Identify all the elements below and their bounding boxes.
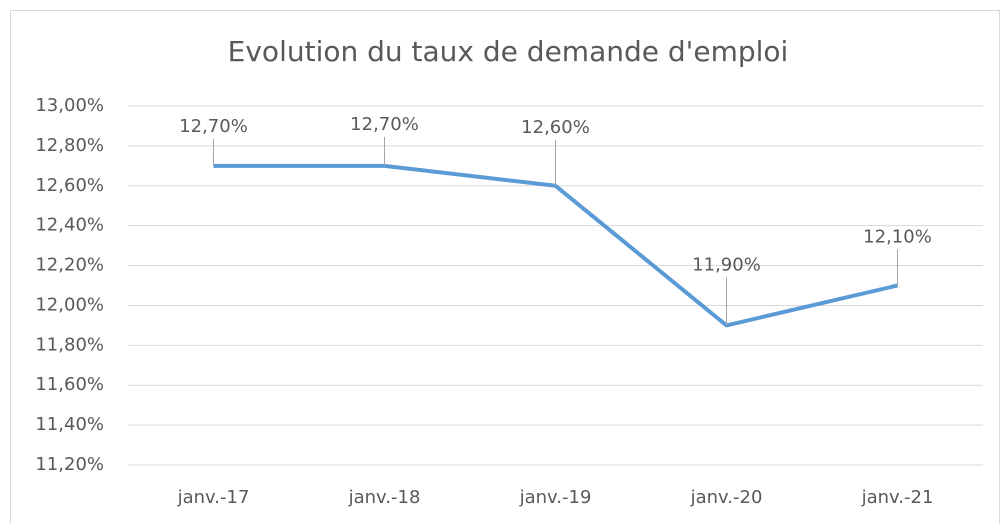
data-label: 12,10% [863,227,932,248]
y-tick-label: 11,40% [35,414,104,435]
data-label: 12,70% [350,114,419,135]
x-tick-label: janv.-21 [861,487,934,508]
x-tick-label: janv.-17 [177,487,250,508]
data-label: 12,60% [521,117,590,138]
y-tick-label: 11,60% [35,374,104,395]
data-label: 11,90% [692,254,761,275]
y-tick-label: 12,20% [35,255,104,276]
x-tick-label: janv.-20 [690,487,763,508]
y-tick-label: 11,20% [35,454,104,475]
x-tick-label: janv.-18 [348,487,421,508]
y-tick-label: 12,60% [35,175,104,196]
y-tick-label: 13,00% [35,95,104,116]
data-label: 12,70% [179,116,248,137]
y-tick-label: 11,80% [35,334,104,355]
chart-title: Evolution du taux de demande d'emploi [228,35,789,68]
y-tick-label: 12,40% [35,215,104,236]
chart-frame [10,10,1000,524]
line-series [213,163,898,328]
y-tick-label: 12,00% [35,294,104,315]
y-tick-label: 12,80% [35,135,104,156]
x-tick-label: janv.-19 [519,487,592,508]
